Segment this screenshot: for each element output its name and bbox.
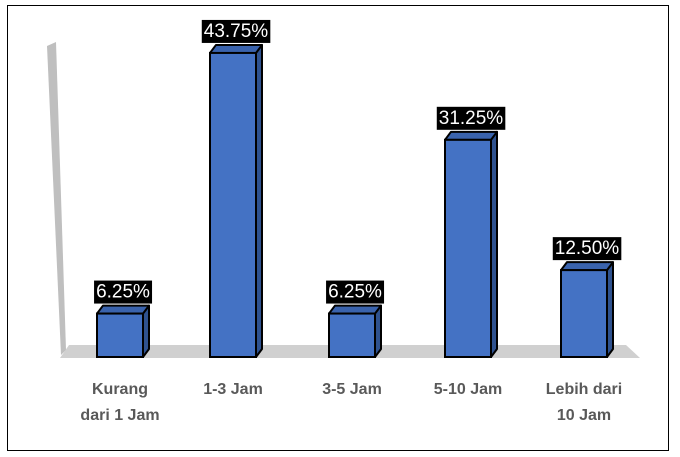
data-label-background xyxy=(552,237,622,261)
bar-front-face xyxy=(96,312,144,358)
bar-3 xyxy=(328,304,382,358)
data-label-text: 31.25% xyxy=(439,108,504,129)
bar-top-face xyxy=(560,261,614,272)
data-labels: 6.25% 43.75% 6.25% 31.25% 12.50% xyxy=(94,19,622,304)
chart-back-wall xyxy=(47,42,66,355)
data-label-background xyxy=(436,106,506,130)
data-label-background xyxy=(94,280,153,304)
category-label-1: Kurang dari 1 Jam xyxy=(80,381,159,424)
data-label-5: 12.50% xyxy=(552,237,622,261)
bar-top-face xyxy=(96,304,150,315)
bar-2 xyxy=(209,43,263,358)
data-label-1: 6.25% xyxy=(94,280,153,304)
chart-frame xyxy=(7,5,669,451)
category-label-5: Lebih dari 10 Jam xyxy=(546,381,622,424)
data-label-3: 6.25% xyxy=(326,280,385,304)
bar-front-face xyxy=(444,138,492,358)
bar-front-face xyxy=(328,312,376,358)
data-label-text: 6.25% xyxy=(328,282,382,303)
bar-top-face xyxy=(209,43,263,54)
category-label-4: 5-10 Jam xyxy=(434,381,503,398)
category-label-3: 3-5 Jam xyxy=(322,381,382,398)
data-label-text: 6.25% xyxy=(96,282,150,303)
bar-front-face xyxy=(560,269,608,358)
bar-5 xyxy=(560,261,614,358)
bar-1 xyxy=(96,304,150,358)
bar-front-face xyxy=(209,51,257,358)
data-label-4: 31.25% xyxy=(436,106,506,130)
bar-4 xyxy=(444,130,498,358)
data-label-text: 12.50% xyxy=(555,238,620,259)
category-labels: Kurang dari 1 Jam 1-3 Jam 3-5 Jam 5-10 Jam Le… xyxy=(80,381,622,424)
bar-top-face xyxy=(444,130,498,141)
data-label-background xyxy=(201,19,271,43)
data-label-text: 43.75% xyxy=(204,21,269,42)
bar-top-face xyxy=(328,304,382,315)
data-label-background xyxy=(326,280,385,304)
data-label-2: 43.75% xyxy=(201,19,271,43)
category-label-2: 1-3 Jam xyxy=(203,381,263,398)
bar-series xyxy=(96,43,614,358)
